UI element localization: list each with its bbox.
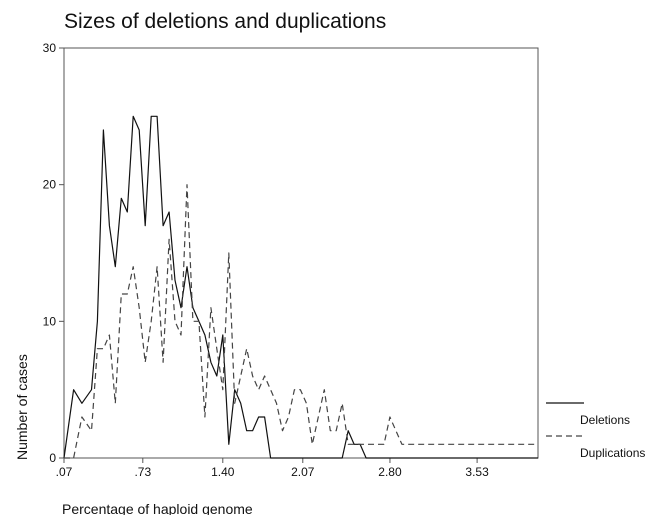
- x-tick-label: 2.07: [291, 465, 315, 479]
- legend-label-deletions: Deletions: [580, 413, 630, 427]
- x-tick-label: 2.80: [378, 465, 402, 479]
- plot-frame: [63, 47, 539, 459]
- x-tick-label: .73: [134, 465, 151, 479]
- series-line-deletions: [63, 115, 538, 459]
- y-tick-label: 0: [49, 451, 56, 465]
- y-tick-label: 20: [43, 178, 57, 192]
- y-tick-label: 30: [43, 41, 57, 55]
- series-line-duplications: [64, 184, 538, 459]
- legend-label-duplications: Duplications: [580, 446, 645, 460]
- series-layer: [63, 115, 538, 459]
- x-tick-label: 1.40: [211, 465, 235, 479]
- x-axis: .07 .73 1.40 2.07 2.80 3.53: [56, 458, 489, 479]
- x-tick-label: 3.53: [465, 465, 489, 479]
- y-tick-label: 10: [43, 314, 57, 328]
- y-axis: 0 10 20 30: [43, 41, 64, 465]
- legend: Deletions Duplications: [546, 402, 645, 460]
- chart-title: Sizes of deletions and duplications: [64, 10, 386, 33]
- y-axis-label: Number of cases: [14, 354, 30, 460]
- x-tick-label: .07: [56, 465, 73, 479]
- x-axis-label: Percentage of haploid genome: [62, 501, 253, 515]
